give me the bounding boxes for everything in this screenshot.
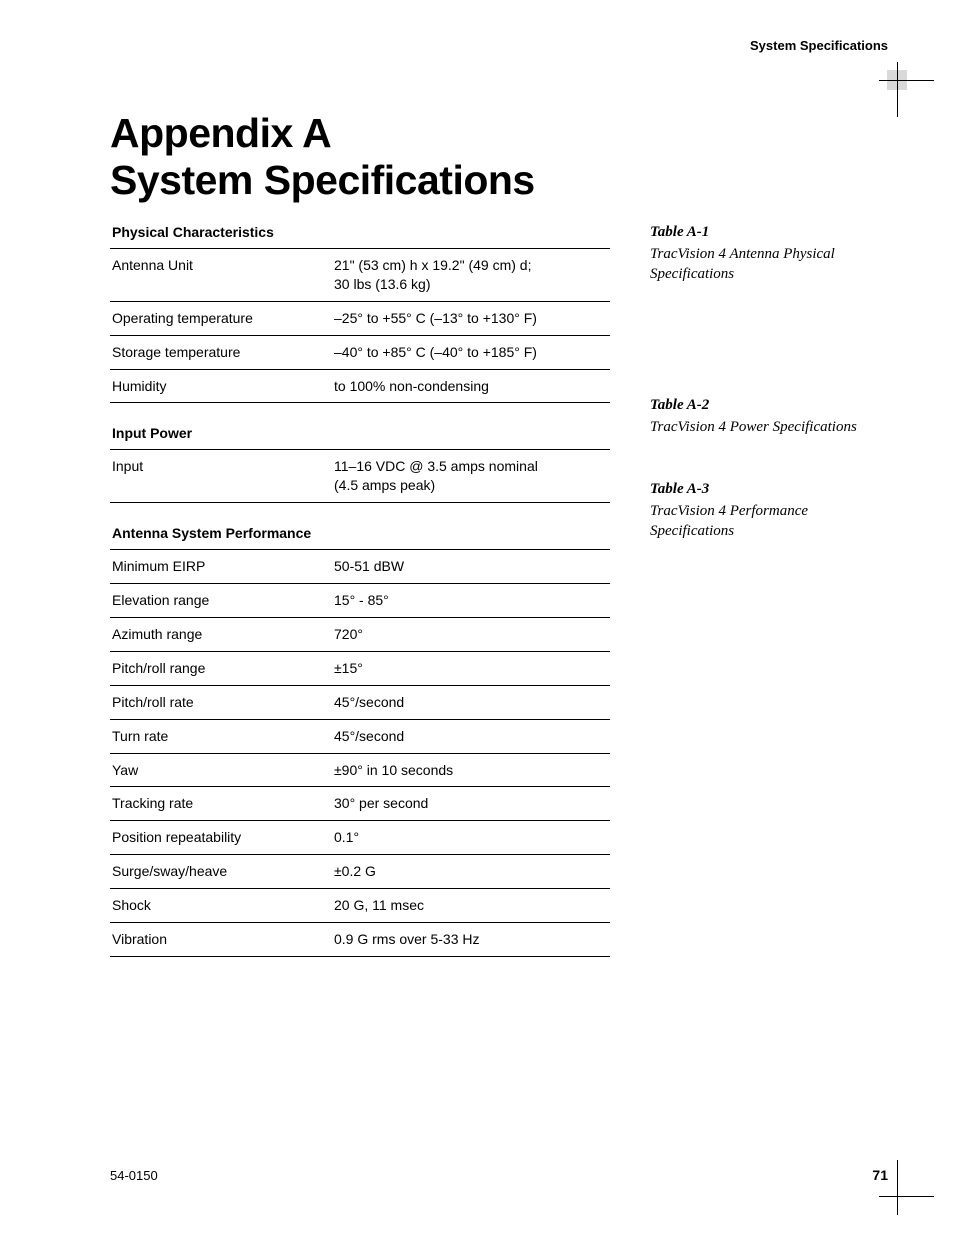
cell-key: Minimum EIRP xyxy=(110,550,332,584)
crop-mark-bottom xyxy=(879,1160,934,1215)
cell-value: ±90° in 10 seconds xyxy=(332,753,610,787)
cell-key: Surge/sway/heave xyxy=(110,855,332,889)
cell-key: Shock xyxy=(110,889,332,923)
table-row: Operating temperature–25° to +55° C (–13… xyxy=(110,301,610,335)
tables-column: Physical Characteristics Antenna Unit21"… xyxy=(110,218,610,973)
content-area: Physical Characteristics Antenna Unit21"… xyxy=(110,218,890,973)
caption-a1: Table A-1 TracVision 4 Antenna Physical … xyxy=(650,224,890,285)
captions-column: Table A-1 TracVision 4 Antenna Physical … xyxy=(610,218,890,973)
caption-title: Table A-1 xyxy=(650,224,890,241)
table-row: Storage temperature–40° to +85° C (–40° … xyxy=(110,335,610,369)
heading-performance: Antenna System Performance xyxy=(110,519,610,549)
title-line-1: Appendix A xyxy=(110,110,331,156)
cell-value: 21" (53 cm) h x 19.2" (49 cm) d;30 lbs (… xyxy=(332,249,610,302)
cell-key: Input xyxy=(110,450,332,503)
title-line-2: System Specifications xyxy=(110,157,535,203)
cell-key: Turn rate xyxy=(110,719,332,753)
cell-value: 45°/second xyxy=(332,719,610,753)
cell-value: 50-51 dBW xyxy=(332,550,610,584)
cell-value: ±15° xyxy=(332,651,610,685)
caption-title: Table A-3 xyxy=(650,481,890,498)
caption-title: Table A-2 xyxy=(650,397,890,414)
heading-physical: Physical Characteristics xyxy=(110,218,610,248)
table-row: Surge/sway/heave±0.2 G xyxy=(110,855,610,889)
cell-key: Elevation range xyxy=(110,584,332,618)
table-row: Pitch/roll range±15° xyxy=(110,651,610,685)
heading-power: Input Power xyxy=(110,419,610,449)
running-header: System Specifications xyxy=(750,38,888,53)
cell-value: 15° - 85° xyxy=(332,584,610,618)
cell-value: ±0.2 G xyxy=(332,855,610,889)
cell-value: 0.1° xyxy=(332,821,610,855)
cell-key: Storage temperature xyxy=(110,335,332,369)
cell-value: 720° xyxy=(332,618,610,652)
cell-value: 20 G, 11 msec xyxy=(332,889,610,923)
page-title: Appendix A System Specifications xyxy=(110,110,535,204)
cell-key: Operating temperature xyxy=(110,301,332,335)
table-row: Shock20 G, 11 msec xyxy=(110,889,610,923)
cell-value: 0.9 G rms over 5-33 Hz xyxy=(332,923,610,957)
cell-value: 11–16 VDC @ 3.5 amps nominal(4.5 amps pe… xyxy=(332,450,610,503)
cell-key: Antenna Unit xyxy=(110,249,332,302)
table-row: Vibration0.9 G rms over 5-33 Hz xyxy=(110,923,610,957)
caption-desc: TracVision 4 Performance Specifications xyxy=(650,501,890,542)
cell-key: Vibration xyxy=(110,923,332,957)
cell-value: –40° to +85° C (–40° to +185° F) xyxy=(332,335,610,369)
table-row: Elevation range15° - 85° xyxy=(110,584,610,618)
cell-key: Humidity xyxy=(110,369,332,403)
cell-value: 45°/second xyxy=(332,685,610,719)
caption-desc: TracVision 4 Power Specifications xyxy=(650,417,890,437)
table-row: Turn rate45°/second xyxy=(110,719,610,753)
table-row: Antenna Unit21" (53 cm) h x 19.2" (49 cm… xyxy=(110,249,610,302)
footer-doc-number: 54-0150 xyxy=(110,1168,158,1183)
table-performance: Minimum EIRP50-51 dBW Elevation range15°… xyxy=(110,549,610,957)
crop-mark-top xyxy=(879,62,934,117)
cell-value: 30° per second xyxy=(332,787,610,821)
cell-key: Pitch/roll range xyxy=(110,651,332,685)
cell-key: Pitch/roll rate xyxy=(110,685,332,719)
cell-value: –25° to +55° C (–13° to +130° F) xyxy=(332,301,610,335)
table-row: Position repeatability0.1° xyxy=(110,821,610,855)
table-physical: Antenna Unit21" (53 cm) h x 19.2" (49 cm… xyxy=(110,248,610,403)
table-row: Input11–16 VDC @ 3.5 amps nominal(4.5 am… xyxy=(110,450,610,503)
cell-key: Tracking rate xyxy=(110,787,332,821)
caption-a2: Table A-2 TracVision 4 Power Specificati… xyxy=(650,397,890,437)
cell-key: Yaw xyxy=(110,753,332,787)
table-row: Tracking rate30° per second xyxy=(110,787,610,821)
table-row: Azimuth range720° xyxy=(110,618,610,652)
table-power: Input11–16 VDC @ 3.5 amps nominal(4.5 am… xyxy=(110,449,610,503)
table-row: Pitch/roll rate45°/second xyxy=(110,685,610,719)
table-row: Minimum EIRP50-51 dBW xyxy=(110,550,610,584)
cell-value: to 100% non-condensing xyxy=(332,369,610,403)
caption-desc: TracVision 4 Antenna Physical Specificat… xyxy=(650,244,890,285)
cell-key: Position repeatability xyxy=(110,821,332,855)
table-row: Humidityto 100% non-condensing xyxy=(110,369,610,403)
cell-key: Azimuth range xyxy=(110,618,332,652)
caption-a3: Table A-3 TracVision 4 Performance Speci… xyxy=(650,481,890,542)
table-row: Yaw±90° in 10 seconds xyxy=(110,753,610,787)
